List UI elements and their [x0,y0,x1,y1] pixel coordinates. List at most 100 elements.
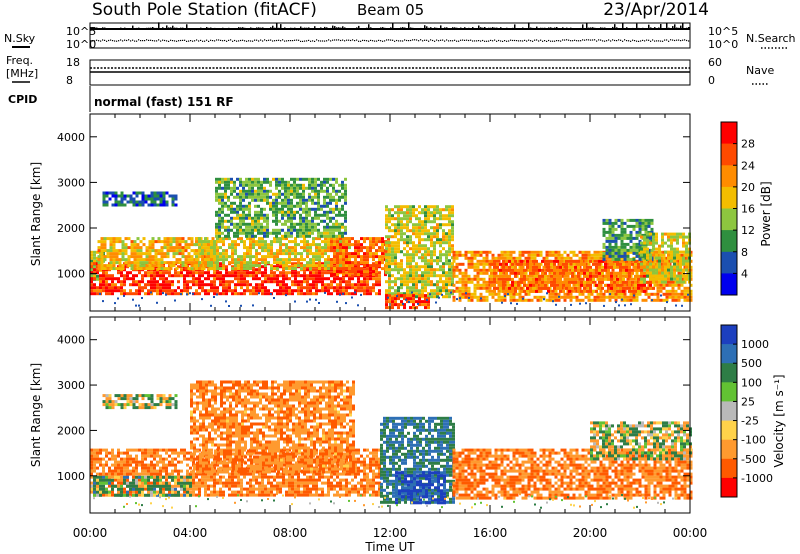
nsearch-sample [532,40,534,42]
heatmap-cell [133,261,137,265]
nsearch-sample [618,39,620,41]
heatmap-cell [327,243,330,247]
heatmap-cell [294,271,297,275]
heatmap-cell [290,183,293,187]
heatmap-cell [309,274,312,278]
heatmap-cell [132,200,136,204]
heatmap-cell [115,261,119,265]
heatmap-cell [412,268,415,272]
nsky-sample [198,28,200,30]
heatmap-cell [424,226,427,230]
heatmap-cell [490,271,493,275]
heatmap-cell [213,264,216,268]
heatmap-cell [412,292,415,296]
heatmap-cell [375,255,378,259]
heatmap-cell [351,264,354,268]
heatmap-cell [269,204,272,208]
heatmap-cell [178,249,182,253]
heatmap-cell [391,300,394,304]
heatmap-cell [102,280,105,284]
heatmap-cell [144,271,147,275]
nsky-sample [372,28,374,30]
heatmap-cell [479,268,483,272]
heatmap-cell [264,280,267,284]
heatmap-cell [330,240,333,244]
heatmap-cell [261,265,264,269]
heatmap-cell [406,226,409,230]
heatmap-cell [485,271,489,275]
heatmap-cell [284,192,287,196]
heatmap-cell [360,286,363,290]
heatmap-cell [458,262,462,266]
heatmap-cell [473,274,477,278]
heatmap-cell [415,274,418,278]
heatmap-cell [385,226,388,230]
heatmap-cell [409,289,412,293]
heatmap-cell [430,268,433,272]
heatmap-cell [281,234,284,238]
heatmap-cell [294,246,297,250]
nsky-sample [126,28,128,30]
nsearch-sample [90,40,92,42]
heatmap-cell [314,195,317,199]
heatmap-cell [168,194,172,198]
heatmap-cell [665,289,669,293]
heatmap-cell [300,267,303,271]
heatmap-cell [327,240,330,244]
nsearch-sample [124,39,126,41]
heatmap-cell [541,286,544,290]
nsearch-sample [394,40,396,42]
nsearch-sample [554,40,556,42]
heatmap-cell [282,289,285,293]
heatmap-cell [251,225,254,229]
heatmap-cell [388,262,391,266]
heatmap-cell [266,192,269,196]
heatmap-cell [270,240,273,244]
heatmap-cell [476,268,480,272]
heatmap-cell [470,253,474,257]
heatmap-cell [287,225,290,229]
heatmap-cell [172,264,176,268]
nsky-sample [256,27,258,30]
heatmap-cell [391,229,394,233]
heatmap-cell [455,265,459,269]
heatmap-cell [381,252,384,256]
heatmap-cell [406,256,409,260]
heatmap-cell [136,252,140,256]
heatmap-cell [391,303,394,307]
heatmap-cell [378,277,381,281]
heatmap-cell [195,289,198,293]
nsky-sample [402,27,404,30]
heatmap-cell [593,250,597,254]
heatmap-cell [302,234,305,238]
heatmap-cell [448,274,451,278]
heatmap-cell [150,271,153,275]
heatmap-cell [234,292,237,296]
heatmap-cell [157,267,161,271]
heatmap-cell [184,261,188,265]
heatmap-cell [282,277,285,281]
heatmap-cell [159,283,162,287]
nsky-sample [542,27,544,30]
heatmap-cell [254,216,257,220]
heatmap-cell [147,274,150,278]
heatmap-cell [400,205,403,209]
heatmap-cell [258,258,261,262]
heatmap-cell [171,203,175,207]
heatmap-cell [329,207,332,211]
heatmap-cell [344,198,347,202]
heatmap-cell [187,255,191,259]
heatmap-cell [464,286,468,290]
heatmap-cell [659,286,663,290]
heatmap-cell [293,186,296,190]
heatmap-cell [354,286,357,290]
heatmap-cell [260,183,263,187]
heatmap-cell [303,243,306,247]
heatmap-cell [219,274,222,278]
heatmap-cell [308,207,311,211]
nsearch-sample [388,39,390,41]
heatmap-cell [554,295,558,299]
nsearch-sample [468,39,470,42]
heatmap-cell [397,271,400,275]
heatmap-cell [344,189,347,193]
